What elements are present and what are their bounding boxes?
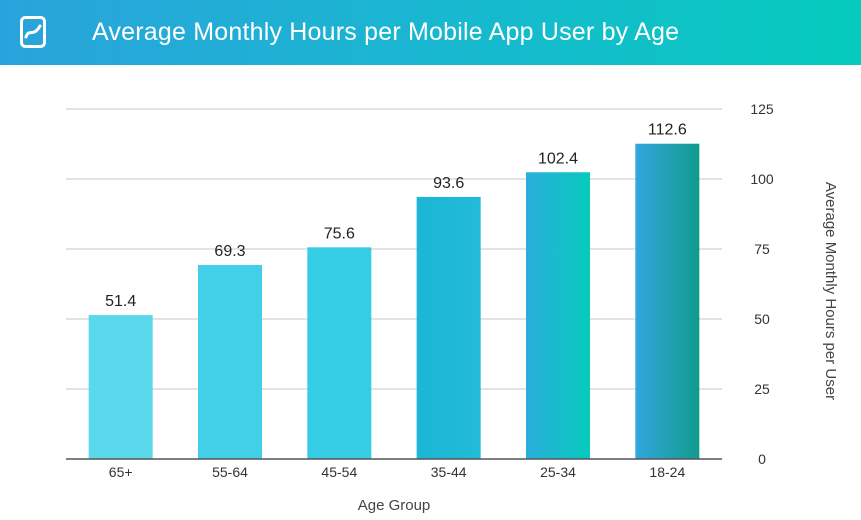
gridlines (66, 108, 722, 390)
value-labels: 51.4 69.3 75.6 93.6 102.4 112.6 (105, 122, 687, 310)
page-title: Average Monthly Hours per Mobile App Use… (92, 18, 680, 46)
y-tick-label: 25 (754, 381, 770, 397)
bar-45-54 (307, 247, 372, 459)
x-tick-label: 35-44 (431, 464, 467, 480)
x-tick-labels: 65+ 55-64 45-54 35-44 25-34 18-24 (109, 464, 686, 480)
data-label: 93.6 (433, 175, 464, 192)
y-tick-label: 0 (758, 451, 766, 467)
y-tick-label: 75 (754, 241, 770, 257)
data-label: 112.6 (648, 122, 687, 139)
bar-18-24 (635, 143, 700, 459)
bar-65+ (88, 315, 153, 459)
bar-35-44 (416, 196, 481, 460)
y-tick-label: 125 (750, 101, 774, 117)
y-tick-label: 100 (750, 171, 774, 187)
x-tick-label: 25-34 (540, 464, 576, 480)
data-label: 75.6 (324, 225, 355, 242)
bar-55-64 (198, 264, 262, 459)
y-tick-labels: 0 25 50 75 100 125 (750, 101, 774, 467)
brand-logo-icon (20, 16, 46, 48)
x-axis-title: Age Group (358, 497, 431, 514)
y-axis-title: Average Monthly Hours per User (822, 182, 839, 400)
data-label: 69.3 (214, 243, 245, 260)
y-tick-label: 50 (754, 311, 770, 327)
header-banner: Average Monthly Hours per Mobile App Use… (0, 0, 861, 65)
bars (88, 143, 700, 460)
x-tick-label: 45-54 (321, 464, 357, 480)
x-tick-label: 55-64 (212, 464, 248, 480)
x-tick-label: 18-24 (649, 464, 685, 480)
data-label: 51.4 (105, 293, 136, 310)
x-tick-label: 65+ (109, 464, 133, 480)
bar-25-34 (526, 172, 590, 459)
data-label: 102.4 (538, 150, 578, 167)
